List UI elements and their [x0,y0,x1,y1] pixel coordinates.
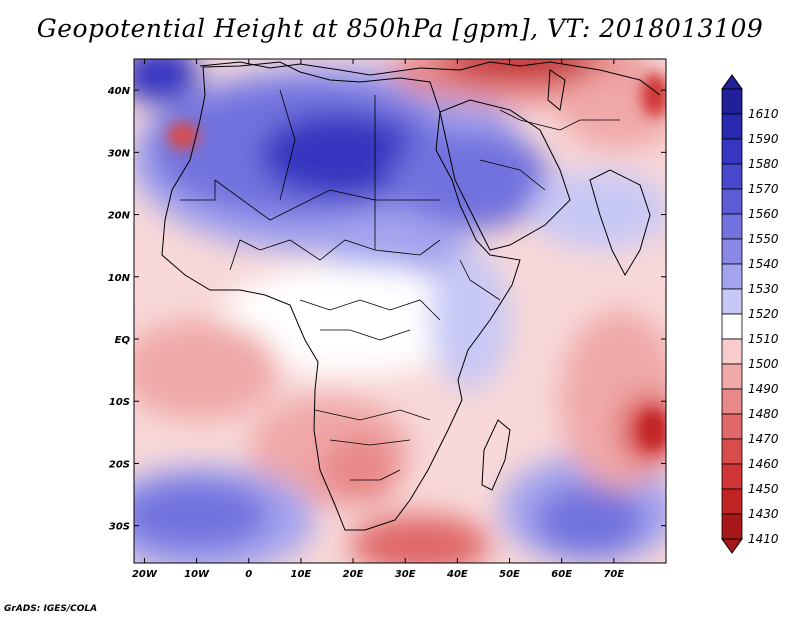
coastlines [161,61,661,531]
lat-axis: 40N 30N 20N 10N EQ 10S 20S 30S [107,86,666,533]
colorbar: 1610 1590 1580 1570 1560 1550 1540 1530 1520 1510… [721,74,779,554]
lon-axis: 20W 10W 0 10E 20E 30E 40E 50E 60E 70E [132,59,624,580]
plot-frame [133,58,667,564]
colorbar-swatch [721,463,743,490]
colorbar-swatch [721,413,743,440]
lon-tick-label: 70E [603,569,624,580]
colorbar-label: 1530 [748,282,779,296]
lat-tick-label: 20S [109,459,130,470]
country-borders [180,89,620,481]
lon-tick-label: 40E [446,569,468,580]
europe-outline [199,61,661,96]
colorbar-label: 1570 [748,182,779,196]
colorbar-swatch [721,513,743,540]
colorbar-swatch [721,363,743,390]
colorbar-label: 1610 [748,107,779,121]
lon-tick-label: 10E [291,569,312,580]
colorbar-label: 1480 [748,407,779,421]
colorbar-swatch [721,188,743,215]
colorbar-label: 1430 [748,507,779,521]
colorbar-label: 1580 [748,157,779,171]
lon-tick-label: 30E [395,569,416,580]
colorbar-label: 1450 [748,482,779,496]
colorbar-label: 1520 [748,307,779,321]
colorbar-swatch [721,163,743,190]
colorbar-label: 1460 [748,457,779,471]
colorbar-label: 1590 [748,132,779,146]
india-outline [589,169,651,277]
colorbar-label: 1560 [748,207,779,221]
colorbar-swatch [721,238,743,265]
colorbar-swatch [721,288,743,315]
lon-tick-label: 50E [499,569,520,580]
colorbar-swatch [721,438,743,465]
colorbar-swatch [721,88,743,115]
arabia-outline [439,99,571,251]
credit-label: GrADS: IGES/COLA [4,604,98,614]
colorbar-swatch [721,213,743,240]
colorbar-swatch [721,138,743,165]
lon-tick-label: 10W [184,569,210,580]
height-field [134,59,666,563]
colorbar-swatch [721,113,743,140]
lat-tick-label: 10N [108,273,131,284]
colorbar-label: 1500 [748,357,779,371]
lat-tick-label: 20N [108,211,131,222]
colorbar-label: 1490 [748,382,779,396]
lat-tick-label: 40N [107,86,131,97]
lon-tick-label: 20E [343,569,364,580]
colorbar-top-arrow [721,74,743,90]
lon-tick-label: 60E [551,569,572,580]
colorbar-swatch [721,388,743,415]
colorbar-swatch [721,338,743,365]
lat-tick-label: 10S [109,397,130,408]
colorbar-swatch [721,488,743,515]
colorbar-label: 1510 [748,332,779,346]
lat-tick-label: 30S [109,522,130,533]
chart-title: Geopotential Height at 850hPa [gpm], VT:… [36,14,764,43]
caspian-outline [547,69,566,111]
colorbar-label: 1540 [748,257,779,271]
colorbar-label: 1550 [748,232,779,246]
madagascar-outline [481,419,511,491]
lat-tick-label: EQ [115,335,131,346]
lon-tick-label: 20W [132,569,158,580]
colorbar-label: 1470 [748,432,779,446]
lat-tick-label: 30N [108,148,131,159]
colorbar-label: 1410 [748,532,779,546]
lon-tick-label: 0 [245,569,252,580]
colorbar-swatch [721,313,743,340]
colorbar-swatch [721,263,743,290]
colorbar-bottom-arrow [721,538,743,554]
africa-outline [161,61,521,531]
